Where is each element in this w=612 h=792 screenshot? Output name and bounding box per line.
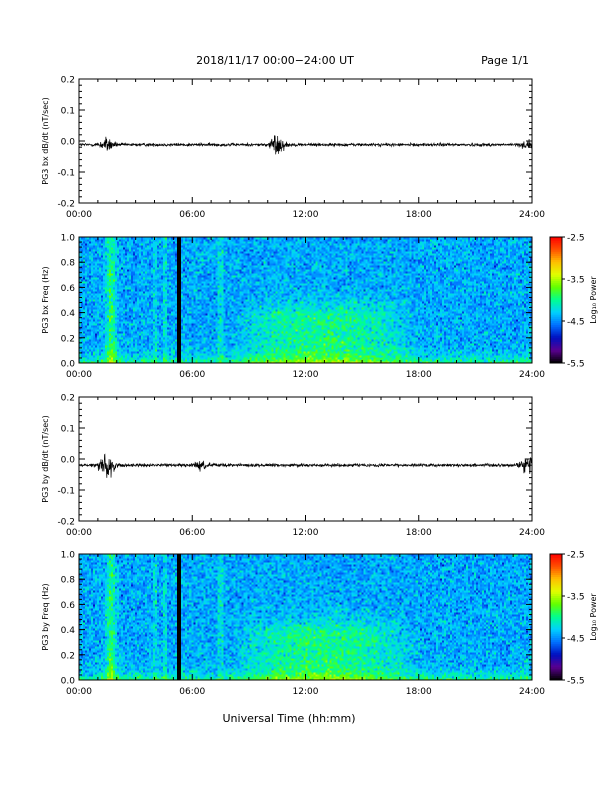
panel-2-ylabel: PG3 bx Freq (Hz) <box>41 266 50 333</box>
y-tick-label: 0.4 <box>61 626 76 636</box>
page-indicator: Page 1/1 <box>481 54 529 67</box>
panel-3-frame <box>79 397 532 521</box>
x-tick-label: 24:00 <box>519 210 545 220</box>
x-tick-label: 18:00 <box>406 370 432 380</box>
x-tick-label: 00:00 <box>66 210 92 220</box>
y-tick-label: 0.6 <box>61 601 76 611</box>
panel-2-spectrogram <box>79 237 532 363</box>
colorbar-tick-label: -5.5 <box>567 360 585 370</box>
y-tick-label: -0.1 <box>57 169 75 179</box>
x-tick-label: 18:00 <box>406 528 432 538</box>
y-tick-label: 0.1 <box>61 425 75 435</box>
x-tick-label: 24:00 <box>519 528 545 538</box>
y-tick-label: 0.0 <box>61 456 76 466</box>
colorbar-tick-label: -2.5 <box>567 234 585 244</box>
y-tick-label: 0.1 <box>61 107 75 117</box>
figure-title: 2018/11/17 00:00−24:00 UT <box>196 54 354 67</box>
x-tick-label: 06:00 <box>179 687 205 697</box>
y-tick-label: -0.2 <box>57 200 75 210</box>
panel-4: -2.5 -3.5 -4.5 -5.5 Log₁₀ Power 00:00 06:00 12:… <box>41 551 598 698</box>
x-tick-label: 00:00 <box>66 528 92 538</box>
y-tick-label: 0.6 <box>61 284 76 294</box>
x-tick-label: 18:00 <box>406 687 432 697</box>
panel-4-spectrogram <box>79 554 532 680</box>
x-tick-label: 06:00 <box>179 370 205 380</box>
x-tick-label: 24:00 <box>519 687 545 697</box>
colorbar-label: Log₁₀ Power <box>589 593 598 641</box>
panel-1: 00:00 06:00 12:00 18:00 24:00 -0.2 -0.1 0.0 0.1 0… <box>41 76 545 221</box>
y-tick-label: -0.1 <box>57 487 75 497</box>
y-tick-label: -0.2 <box>57 518 75 528</box>
panel-4-ylabel: PG3 by Freq (Hz) <box>41 583 50 650</box>
y-tick-label: 0.0 <box>61 360 76 370</box>
y-tick-label: 0.0 <box>61 138 76 148</box>
x-tick-label: 18:00 <box>406 210 432 220</box>
panel-3-trace <box>79 454 532 478</box>
panel-2-colorbar: -2.5 -3.5 -4.5 -5.5 Log₁₀ Power <box>550 234 598 370</box>
y-tick-label: 0.0 <box>61 677 76 687</box>
panel-4-colorbar: -2.5 -3.5 -4.5 -5.5 Log₁₀ Power <box>550 551 598 687</box>
panels: 00:00 06:00 12:00 18:00 24:00 -0.2 -0.1 0.0 0.1 0… <box>41 76 598 698</box>
y-tick-label: 0.2 <box>61 651 75 661</box>
colorbar-tick-label: -3.5 <box>567 593 585 603</box>
y-tick-label: 0.4 <box>61 309 76 319</box>
y-tick-label: 0.2 <box>61 76 75 86</box>
y-tick-label: 0.2 <box>61 334 75 344</box>
panel-1-frame <box>79 79 532 203</box>
y-tick-label: 1.0 <box>61 551 76 561</box>
x-tick-label: 06:00 <box>179 210 205 220</box>
y-tick-label: 0.2 <box>61 394 75 404</box>
x-tick-label: 06:00 <box>179 528 205 538</box>
y-tick-label: 0.8 <box>61 259 76 269</box>
x-tick-label: 00:00 <box>66 687 92 697</box>
colorbar-tick-label: -5.5 <box>567 677 585 687</box>
colorbar-tick-label: -3.5 <box>567 276 585 286</box>
x-tick-label: 12:00 <box>293 528 319 538</box>
x-tick-label: 00:00 <box>66 370 92 380</box>
x-axis-label: Universal Time (hh:mm) <box>223 712 356 725</box>
x-tick-label: 24:00 <box>519 370 545 380</box>
x-tick-label: 12:00 <box>293 687 319 697</box>
x-tick-label: 12:00 <box>293 210 319 220</box>
panel-1-ylabel: PG3 bx dB/dt (nT/sec) <box>41 97 50 184</box>
y-tick-label: 1.0 <box>61 234 76 244</box>
colorbar-label: Log₁₀ Power <box>589 276 598 324</box>
panel-3-ylabel: PG3 by dB/dt (nT/sec) <box>41 415 50 502</box>
colorbar-tick-label: -2.5 <box>567 551 585 561</box>
panel-2: -2.5 -3.5 -4.5 -5.5 Log₁₀ Power 00:00 06:00 12:… <box>41 234 598 381</box>
colorbar-tick-label: -4.5 <box>567 635 585 645</box>
panel-1-trace <box>79 135 532 154</box>
panel-3: 00:00 06:00 12:00 18:00 24:00 -0.2 -0.1 0.0 0.1 0… <box>41 394 545 539</box>
x-tick-label: 12:00 <box>293 370 319 380</box>
colorbar-tick-label: -4.5 <box>567 318 585 328</box>
y-tick-label: 0.8 <box>61 576 76 586</box>
